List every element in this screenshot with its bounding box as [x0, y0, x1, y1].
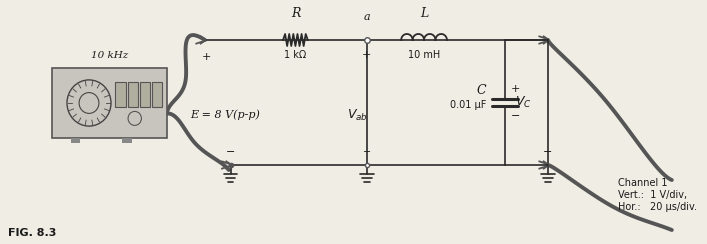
- Text: $V_{ab}$: $V_{ab}$: [347, 107, 368, 122]
- Text: −: −: [543, 147, 553, 157]
- Text: −: −: [363, 147, 371, 157]
- Bar: [52, 68, 167, 138]
- Text: 10 mH: 10 mH: [408, 50, 440, 60]
- Bar: [71, 138, 80, 143]
- Text: 1 kΩ: 1 kΩ: [284, 50, 307, 60]
- Text: +: +: [510, 83, 520, 93]
- Text: $V_C$: $V_C$: [515, 95, 531, 110]
- Text: L: L: [420, 7, 428, 20]
- Text: R: R: [291, 7, 300, 20]
- Text: −: −: [510, 112, 520, 122]
- Bar: [127, 82, 138, 106]
- Bar: [115, 82, 126, 106]
- Text: FIG. 8.3: FIG. 8.3: [8, 228, 56, 238]
- Text: +: +: [362, 50, 372, 60]
- Text: Vert.:  1 V/div,: Vert.: 1 V/div,: [617, 190, 686, 200]
- Text: +: +: [202, 52, 211, 62]
- Text: E = 8 V(p-p): E = 8 V(p-p): [191, 110, 260, 120]
- Text: Hor.:   20 μs/div.: Hor.: 20 μs/div.: [617, 202, 696, 212]
- Text: C: C: [477, 84, 486, 97]
- Text: −: −: [226, 147, 235, 157]
- Bar: [140, 82, 150, 106]
- Text: 10 kHz: 10 kHz: [91, 51, 128, 60]
- Text: a: a: [363, 12, 370, 22]
- Bar: [122, 138, 132, 143]
- Text: 0.01 μF: 0.01 μF: [450, 100, 486, 110]
- Text: Channel 1: Channel 1: [617, 178, 667, 188]
- Bar: [152, 82, 162, 106]
